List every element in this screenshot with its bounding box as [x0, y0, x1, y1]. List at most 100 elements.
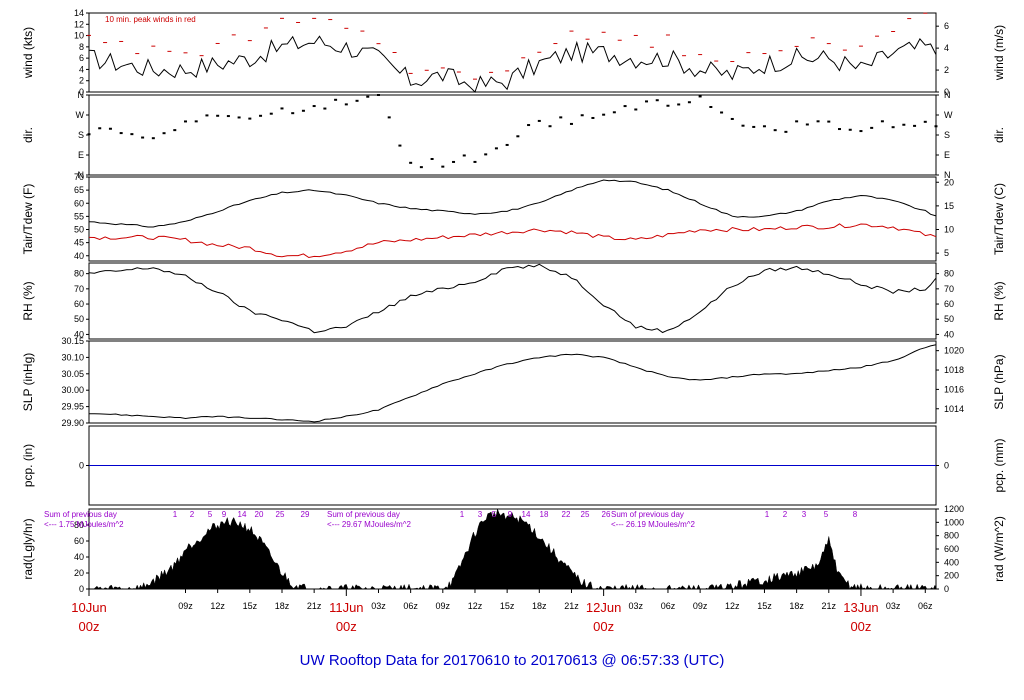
radiation-hour-mark: 8: [853, 510, 858, 519]
radiation-hour-mark: 2: [190, 510, 195, 519]
left-tick-label: 4: [79, 64, 84, 74]
radiation-hour-mark: 3: [478, 510, 483, 519]
direction-point: [334, 98, 338, 101]
radiation-hour-mark: 25: [276, 510, 285, 519]
radiation-hour-mark: 26: [602, 510, 611, 519]
direction-point: [623, 105, 627, 108]
x-tick-label: 09z: [693, 601, 708, 611]
ylabel-right: Tair/Tdew (C): [992, 183, 1006, 255]
direction-point: [741, 124, 745, 127]
x-tick-label: 06z: [661, 601, 676, 611]
left-tick-label: 29.90: [61, 418, 84, 428]
radiation-sum-value: <--- 29.67 MJoules/m^2: [327, 520, 412, 529]
right-tick-label: 200: [944, 571, 959, 581]
x-tick-label: 06z: [918, 601, 933, 611]
left-tick-label: N: [78, 170, 85, 180]
right-tick-label: 0: [944, 461, 949, 471]
radiation-hour-mark: 1: [173, 510, 178, 519]
left-tick-label: 70: [74, 284, 84, 294]
right-tick-label: 80: [944, 269, 954, 279]
direction-point: [795, 120, 799, 123]
direction-point: [355, 99, 359, 102]
radiation-hour-mark: 5: [824, 510, 829, 519]
left-tick-label: 30.15: [61, 336, 84, 346]
right-tick-label: 5: [944, 248, 949, 258]
direction-point: [548, 125, 552, 128]
direction-point: [494, 147, 498, 150]
right-tick-label: S: [944, 130, 950, 140]
ylabel-left: pcp. (in): [21, 444, 35, 487]
left-tick-label: N: [78, 90, 85, 100]
panel-frame-dir: [88, 94, 937, 176]
direction-point: [505, 143, 509, 146]
direction-point: [934, 125, 938, 128]
direction-point: [891, 126, 895, 129]
left-tick-label: 60: [74, 198, 84, 208]
day-label-date: 10Jun: [71, 600, 106, 615]
left-tick-label: 29.95: [61, 402, 84, 412]
right-tick-label: 1016: [944, 384, 964, 394]
x-tick-label: 06z: [403, 601, 418, 611]
x-tick-label: 12z: [725, 601, 740, 611]
direction-point: [226, 115, 230, 118]
direction-point: [591, 116, 595, 119]
direction-point: [183, 120, 187, 123]
day-label-time: 00z: [336, 619, 357, 634]
direction-point: [913, 124, 917, 127]
radiation-hour-mark: 9: [508, 510, 513, 519]
ylabel-left: RH (%): [21, 281, 35, 320]
direction-point: [205, 114, 209, 117]
right-tick-label: 800: [944, 531, 959, 541]
x-tick-label: 12z: [210, 601, 225, 611]
radiation-sum-label: Sum of previous day: [327, 510, 400, 519]
left-tick-label: 2: [79, 76, 84, 86]
left-tick-label: 70: [74, 172, 84, 182]
direction-point: [859, 130, 863, 133]
panel-frame-temp: [88, 176, 937, 262]
left-tick-label: 60: [74, 536, 84, 546]
left-tick-label: 30.00: [61, 385, 84, 395]
x-tick-label: 18z: [275, 601, 290, 611]
right-tick-label: 1020: [944, 346, 964, 356]
direction-point: [687, 101, 691, 104]
direction-point: [387, 116, 391, 119]
radiation-hour-mark: 9: [222, 510, 227, 519]
ylabel-right: RH (%): [992, 281, 1006, 320]
direction-point: [569, 122, 573, 125]
x-tick-label: 21z: [564, 601, 579, 611]
panel-frame-wind: [88, 12, 937, 93]
left-tick-label: 30.10: [61, 352, 84, 362]
direction-point: [709, 105, 713, 108]
radiation-area: [88, 508, 937, 590]
x-tick-label: 15z: [757, 601, 772, 611]
radiation-hour-mark: 3: [802, 510, 807, 519]
direction-point: [752, 125, 756, 128]
left-tick-label: 6: [79, 53, 84, 63]
direction-point: [784, 130, 788, 133]
right-tick-label: 2: [944, 65, 949, 75]
direction-point: [87, 133, 91, 136]
left-tick-label: 20: [74, 568, 84, 578]
right-tick-label: 600: [944, 544, 959, 554]
direction-point: [119, 132, 123, 135]
right-tick-label: 10: [944, 225, 954, 235]
direction-point: [216, 114, 220, 117]
left-tick-label: 50: [74, 314, 84, 324]
left-tick-label: 0: [79, 87, 84, 97]
direction-point: [141, 136, 145, 139]
direction-point: [409, 161, 413, 164]
direction-point: [259, 114, 263, 117]
radiation-hour-mark: 29: [301, 510, 310, 519]
direction-point: [108, 127, 112, 130]
right-tick-label: 1018: [944, 365, 964, 375]
ylabel-right: SLP (hPa): [992, 354, 1006, 409]
direction-point: [130, 133, 134, 136]
direction-point: [773, 129, 777, 132]
right-tick-label: 60: [944, 299, 954, 309]
direction-point: [762, 125, 766, 128]
left-tick-label: 45: [74, 238, 84, 248]
radiation-hour-mark: 5: [208, 510, 213, 519]
direction-point: [527, 124, 531, 127]
direction-point: [323, 107, 327, 110]
left-tick-label: S: [78, 130, 84, 140]
